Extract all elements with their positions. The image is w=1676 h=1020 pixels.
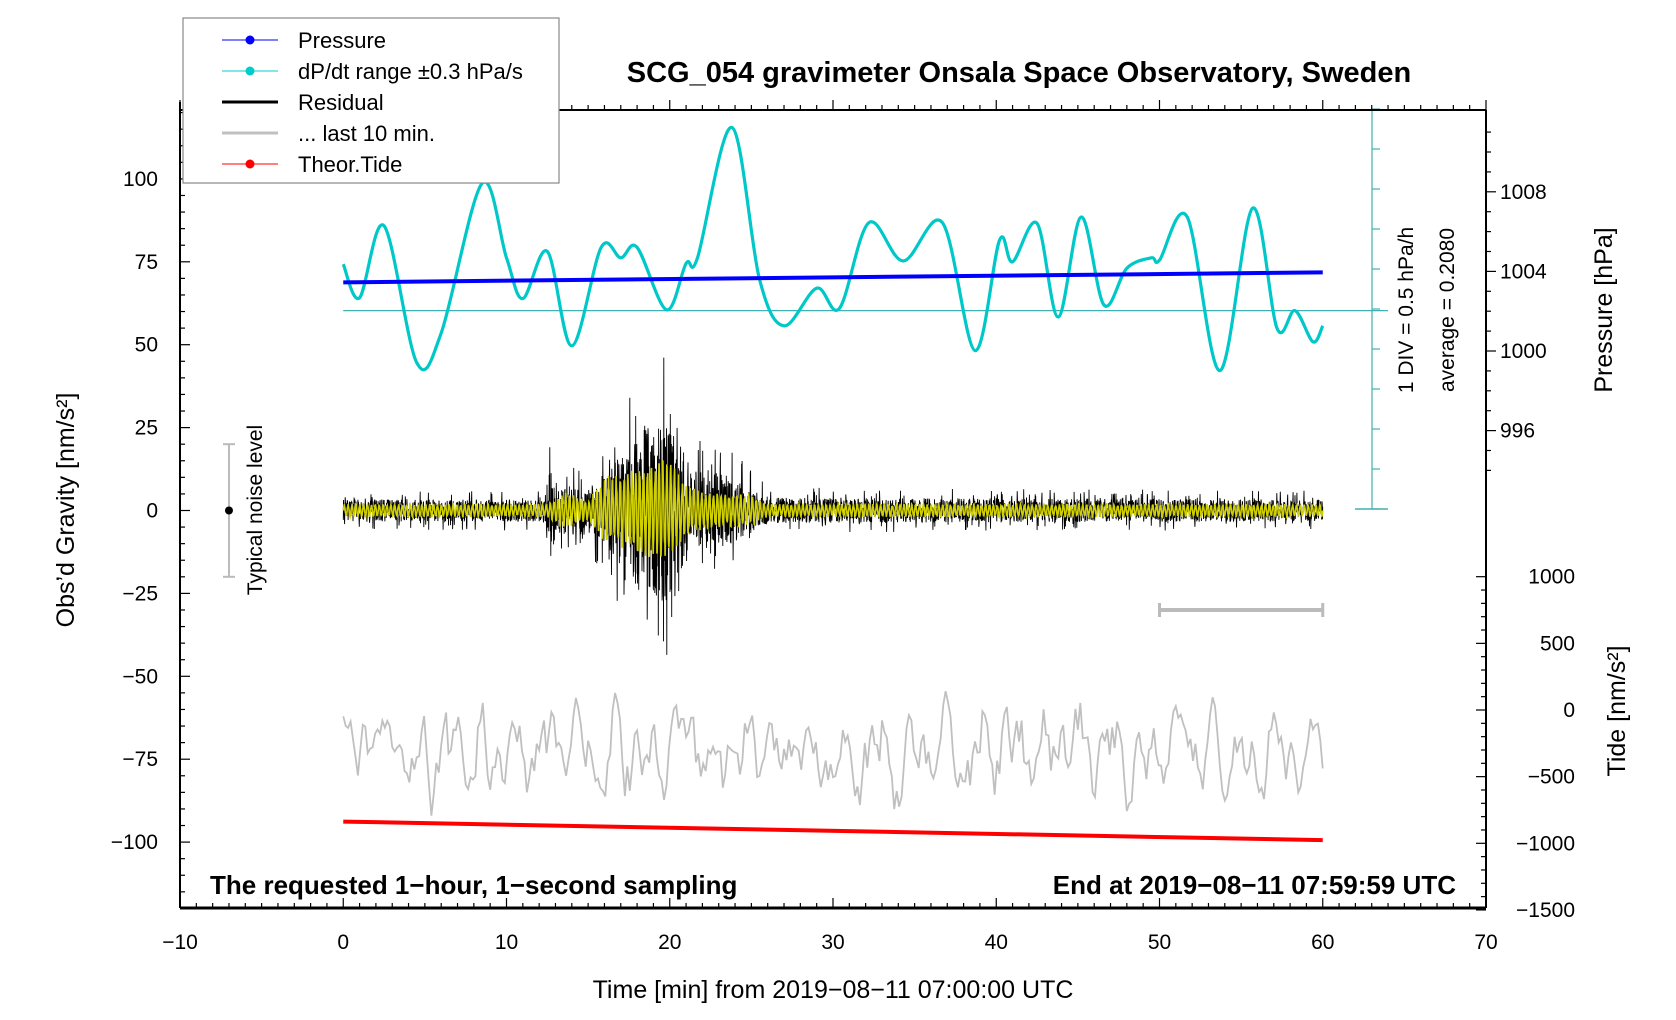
- x-tick-label: 40: [985, 931, 1008, 954]
- y-tick-label-left: −100: [111, 831, 158, 854]
- x-tick-label: 20: [658, 931, 681, 954]
- x-tick-label: 10: [495, 931, 518, 954]
- noise-level-label: Typical noise level: [244, 425, 267, 595]
- tide-tick-label: 0: [1563, 699, 1575, 722]
- pressure-line: [343, 270, 1323, 285]
- y-tick-label-left: −25: [122, 582, 158, 605]
- legend-item: Theor.Tide: [222, 152, 402, 177]
- dpdt-scale-label: 1 DIV = 0.5 hPa/h: [1395, 227, 1418, 393]
- legend-label: dP/dt range ±0.3 hPa/s: [298, 59, 523, 84]
- dpdt-average-label: average = 0.2080: [1436, 228, 1459, 392]
- x-tick-label: 70: [1474, 931, 1497, 954]
- legend-dot: [245, 159, 255, 169]
- tide-line: [343, 819, 1323, 843]
- pressure-tick-label: 996: [1500, 420, 1535, 443]
- legend-item: ... last 10 min.: [222, 121, 435, 146]
- y-tick-label-left: 100: [123, 168, 158, 191]
- x-axis-label: Time [min] from 2019−08−11 07:00:00 UTC: [593, 976, 1074, 1004]
- tide-tick-label: 1000: [1528, 566, 1575, 589]
- y-axis-label-pressure: Pressure [hPa]: [1590, 227, 1618, 392]
- legend-label: ... last 10 min.: [298, 121, 435, 146]
- footer-right: End at 2019−08−11 07:59:59 UTC: [1053, 870, 1456, 900]
- legend-dot: [245, 66, 255, 76]
- footer-left: The requested 1−hour, 1−second sampling: [210, 870, 737, 900]
- legend-dot: [245, 35, 255, 45]
- x-tick-label: 50: [1148, 931, 1171, 954]
- y-tick-label-left: 75: [135, 251, 158, 274]
- x-tick-label: 0: [337, 931, 349, 954]
- y-tick-label-left: −50: [122, 665, 158, 688]
- x-tick-label: 60: [1311, 931, 1334, 954]
- legend-label: Theor.Tide: [298, 152, 402, 177]
- dpdt-line: [341, 125, 1325, 373]
- tide-tick-label: −1000: [1516, 832, 1575, 855]
- tide-tick-label: −1500: [1516, 899, 1575, 922]
- y-tick-label-left: 50: [135, 334, 158, 357]
- noise-bar-center-dot: [224, 506, 233, 515]
- tide-tick-label: −500: [1528, 766, 1575, 789]
- legend-item: Pressure: [222, 28, 386, 53]
- legend-label: Pressure: [298, 28, 386, 53]
- legend-item: dP/dt range ±0.3 hPa/s: [222, 59, 523, 84]
- y-axis-label-left: Obs’d Gravity [nm/s²]: [52, 393, 80, 628]
- x-tick-label: 30: [821, 931, 844, 954]
- pressure-tick-label: 1000: [1500, 340, 1547, 363]
- y-tick-label-left: −75: [122, 748, 158, 771]
- y-tick-label-left: 0: [146, 500, 158, 523]
- chart-title: SCG_054 gravimeter Onsala Space Observat…: [627, 57, 1411, 89]
- legend: Pressure dP/dt range ±0.3 hPa/s Residual..…: [182, 17, 560, 184]
- legend-label: Residual: [298, 90, 384, 115]
- pressure-tick-label: 1004: [1500, 260, 1547, 283]
- last-10-min-line: [342, 691, 1324, 816]
- legend-item: Residual: [222, 90, 384, 115]
- x-tick-label: −10: [162, 931, 198, 954]
- pressure-tick-label: 1008: [1500, 181, 1547, 204]
- tide-tick-label: 500: [1540, 632, 1575, 655]
- residual-filtered-line: [342, 460, 1324, 557]
- y-axis-label-tide: Tide [nm/s²]: [1603, 645, 1631, 776]
- y-tick-label-left: 25: [135, 417, 158, 440]
